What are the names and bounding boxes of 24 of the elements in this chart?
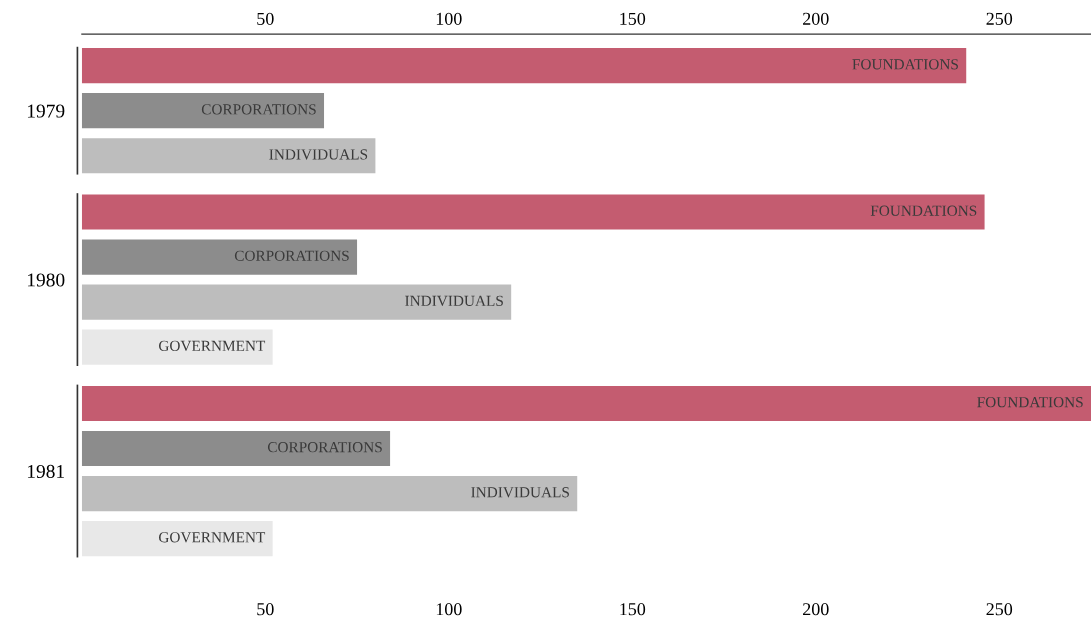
y-tick-label: 1979 xyxy=(27,104,65,118)
x2-tick-label: 100 xyxy=(436,603,462,616)
x2-tick-label: 50 xyxy=(257,603,274,616)
x2-tick-label: 150 xyxy=(620,603,646,616)
series-label: CORPORATIONS xyxy=(267,442,382,453)
text: CORPORATIONS xyxy=(201,104,316,115)
x-tick-label: 250 xyxy=(986,12,1013,25)
series-label: FOUNDATIONS xyxy=(977,397,1083,408)
x-tick-label: 50 xyxy=(257,12,274,25)
text: FOUNDATIONS xyxy=(852,59,958,70)
series-label: GOVERNMENT xyxy=(159,340,266,352)
text: CORPORATIONS xyxy=(234,250,349,261)
text: FOUNDATIONS xyxy=(870,205,977,216)
text: INDIVIDUALS xyxy=(471,487,569,498)
x-tick-label: 200 xyxy=(803,12,829,25)
y-tick-label: 1981 xyxy=(27,464,64,478)
series-label: INDIVIDUALS xyxy=(269,149,368,160)
text: GOVERNMENT xyxy=(159,532,266,543)
x2-tick-label: 200 xyxy=(803,603,829,616)
text: INDIVIDUALS xyxy=(405,295,503,307)
x-tick-label: 100 xyxy=(436,12,462,25)
y-tick-label: 1980 xyxy=(27,273,65,287)
x2-tick-label: 250 xyxy=(986,603,1013,616)
x-tick-label: 150 xyxy=(620,12,646,25)
